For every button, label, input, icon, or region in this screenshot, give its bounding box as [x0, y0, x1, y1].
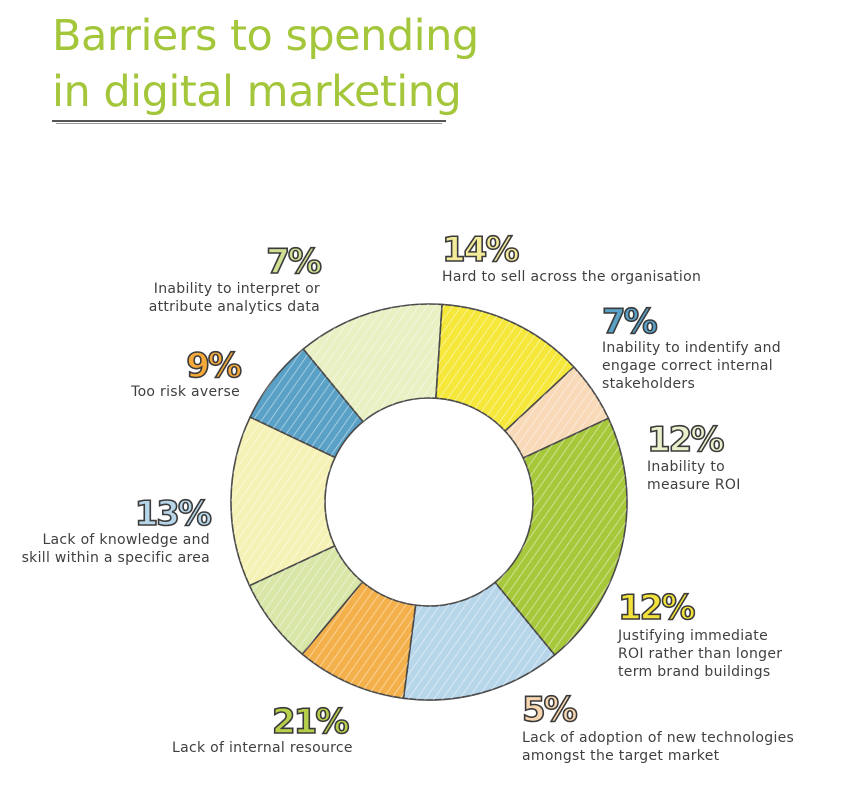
title-line-1: Barriers to spending — [52, 11, 479, 61]
slice-pct-adoption: 5% — [521, 690, 578, 730]
slice-label-knowledge: Lack of knowledge and skill within a spe… — [21, 532, 210, 566]
slice-label-hard-to-sell: Hard to sell across the organisation — [442, 269, 702, 285]
donut-slice-2-hatch — [250, 348, 363, 458]
title-underline-secondary — [56, 123, 442, 124]
slice-label-stakeholders: Inability to indentify and engage correc… — [602, 340, 781, 392]
donut-slice-8-hatch — [302, 581, 416, 699]
slice-pct-knowledge: 13% — [134, 494, 213, 534]
slice-label-risk-averse: Too risk averse — [131, 384, 240, 400]
donut-slice-7-hatch — [403, 582, 555, 700]
slice-pct-stakeholders: 7% — [601, 302, 658, 342]
slice-pct-justifying-roi: 12% — [617, 588, 696, 628]
donut-slice-6-hatch — [495, 418, 627, 656]
slice-pct-hard-to-sell: 14% — [441, 230, 520, 270]
slice-label-adoption: Lack of adoption of new technologies amo… — [522, 730, 795, 764]
slice-label-analytics: Inability to interpret or attribute anal… — [148, 281, 320, 315]
donut-slice-3-hatch — [303, 304, 443, 422]
slice-label-measure-roi: Inability to measure ROI — [647, 459, 741, 493]
slice-label-internal-resource: Lack of internal resource — [172, 740, 353, 756]
slice-pct-risk-averse: 9% — [185, 346, 242, 386]
title-underline — [52, 120, 446, 122]
donut-slice-4-hatch — [435, 304, 574, 432]
slice-pct-analytics: 7% — [265, 242, 322, 282]
chart-title: Barriers to spending in digital marketin… — [52, 8, 479, 120]
donut-slice-5-hatch — [505, 366, 609, 459]
donut-slice-1-hatch — [230, 417, 336, 586]
slice-pct-measure-roi: 12% — [646, 420, 725, 460]
slice-pct-internal-resource: 21% — [271, 702, 350, 742]
slice-label-justifying-roi: Justifying immediate ROI rather than lon… — [618, 628, 783, 680]
title-line-2: in digital marketing — [52, 67, 462, 117]
donut-slice-9-hatch — [249, 545, 363, 655]
donut-slices — [230, 303, 628, 701]
